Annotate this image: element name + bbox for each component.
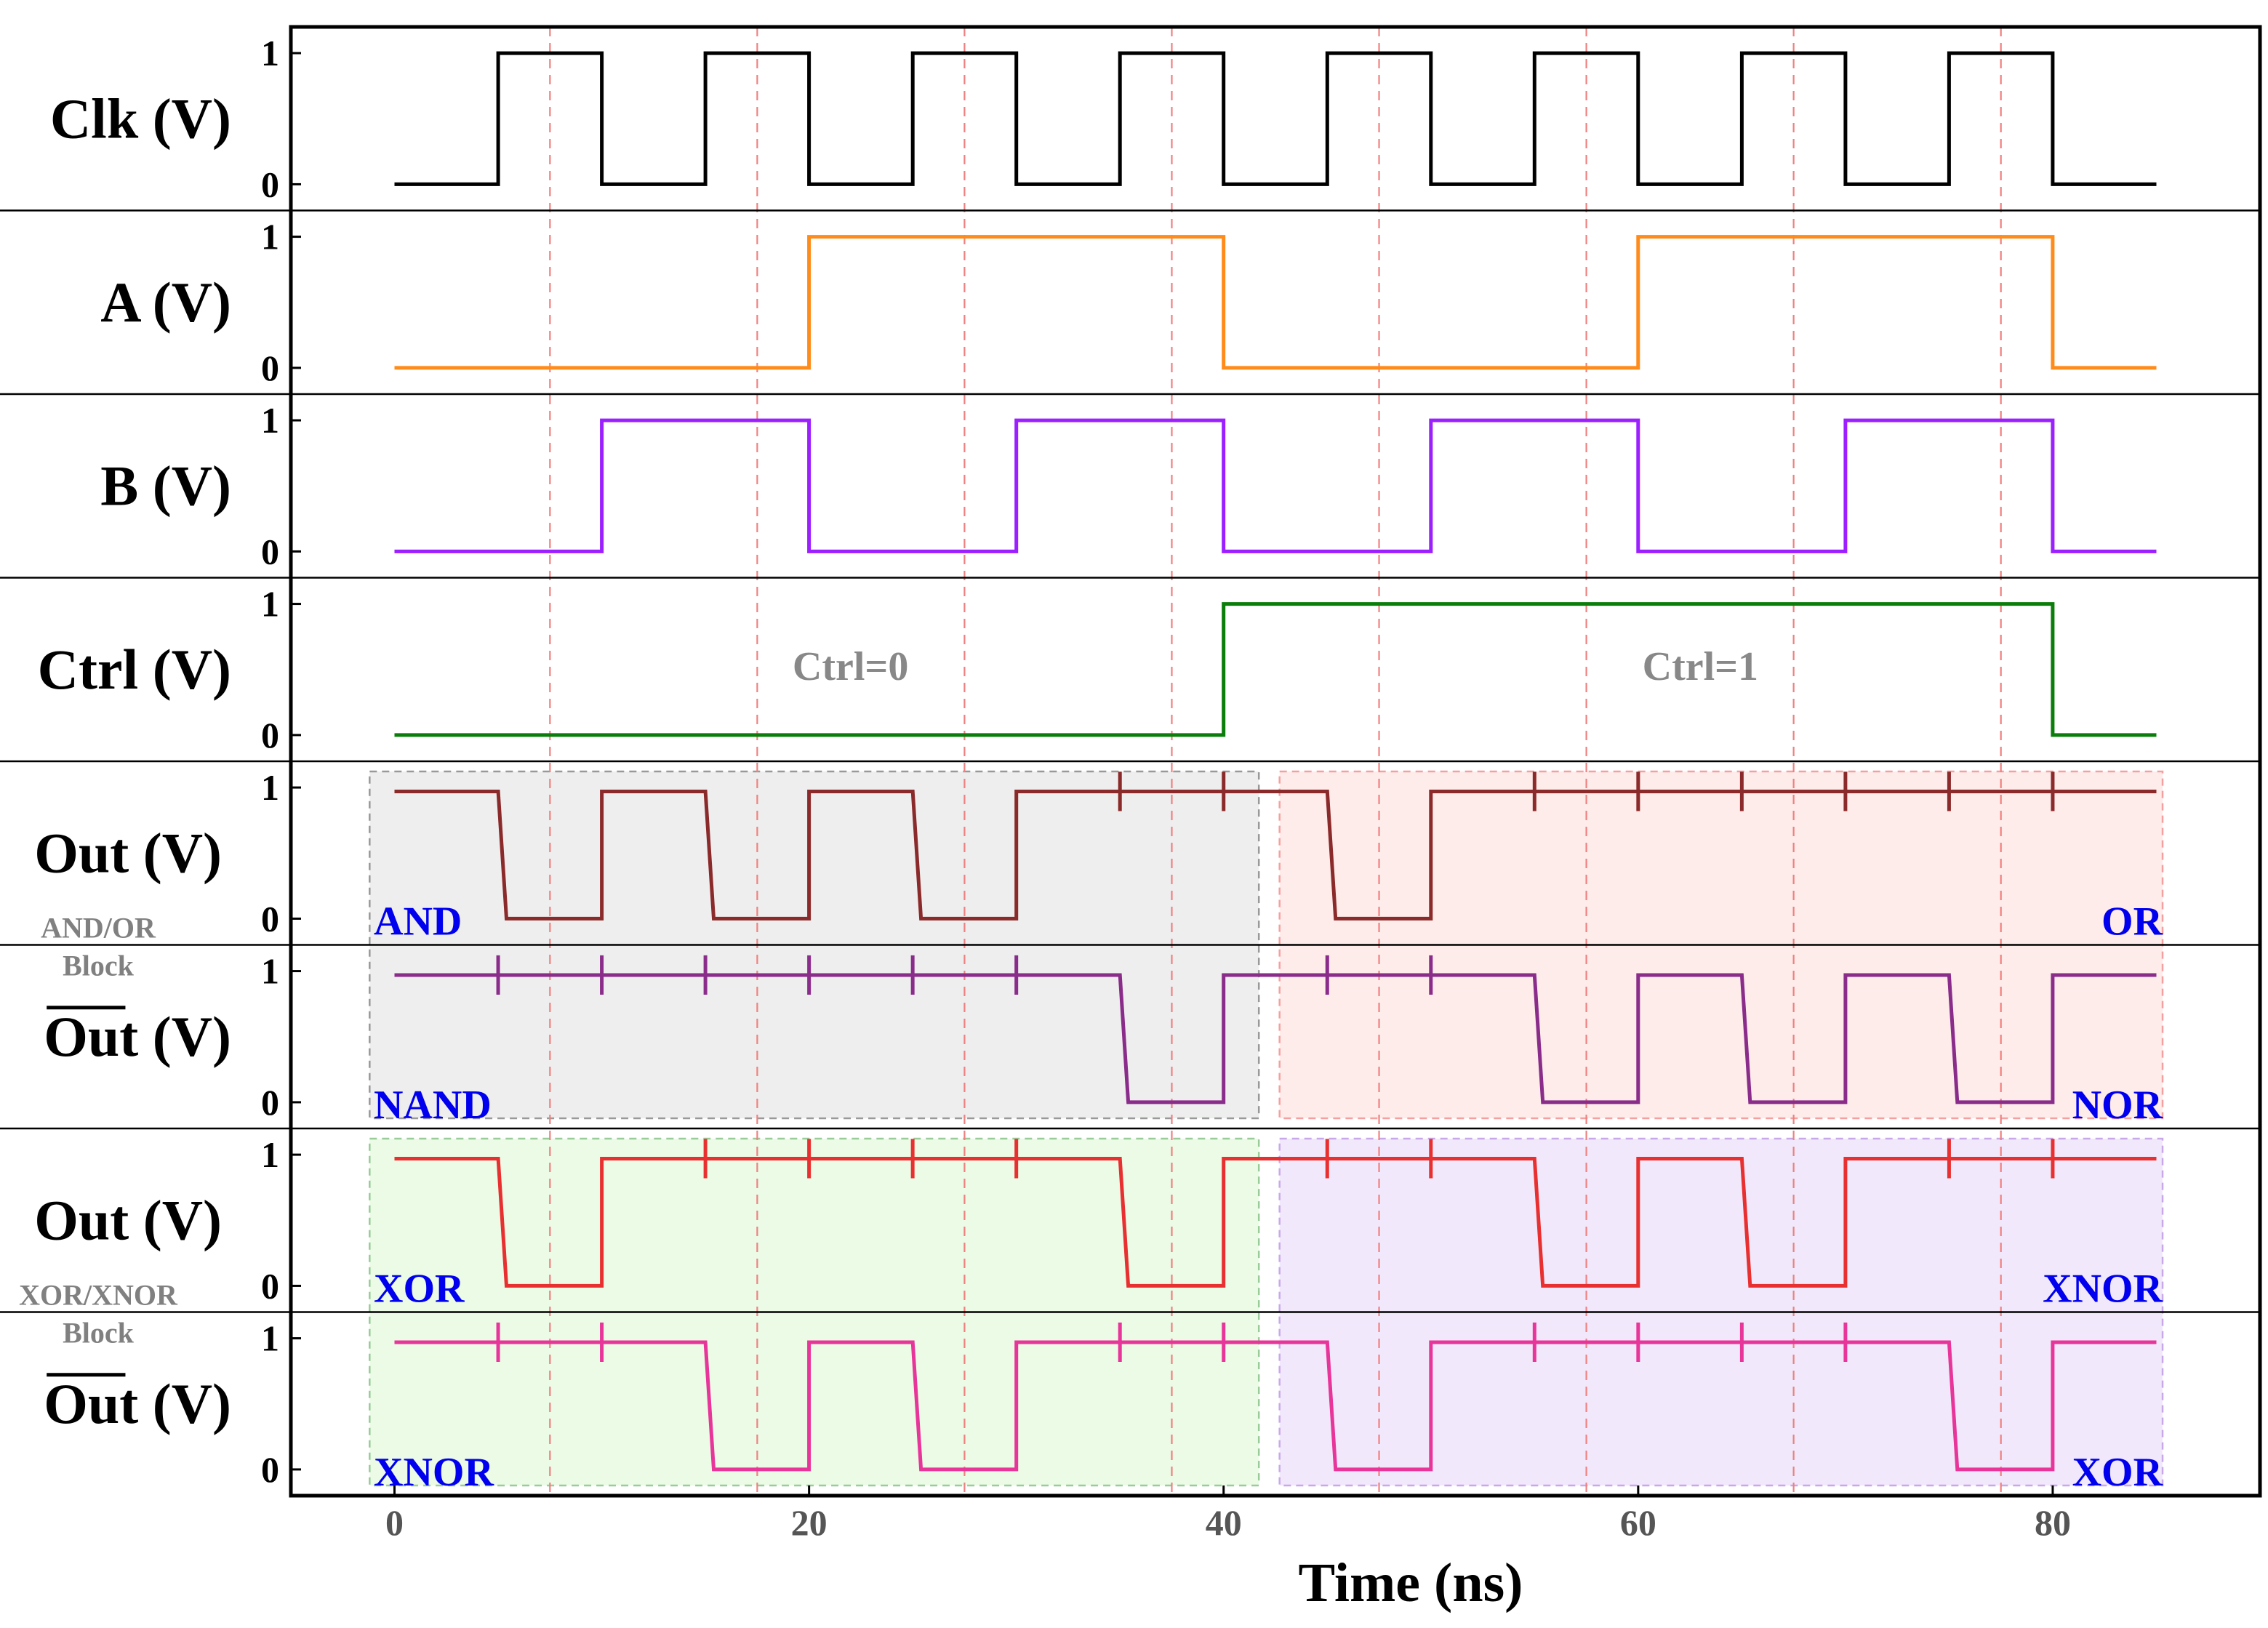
frame-layer [0, 25, 2262, 1498]
y-tick-label-b-0: 0 [261, 531, 279, 572]
y-tick-label-a-1: 1 [261, 217, 279, 257]
y-tick-label-out1-1: 1 [261, 767, 279, 808]
row-label-clk: Clk (V) [50, 87, 231, 150]
ctrl-state-label-1: Ctrl=1 [1643, 644, 1758, 689]
y-tick-label-outbar1-0: 0 [261, 1082, 279, 1123]
signal-out2 [394, 1157, 2157, 1288]
signal-clk [394, 51, 2157, 186]
gate-label-right-outbar2: XOR [2072, 1450, 2163, 1495]
x-tick-label-0: 0 [385, 1502, 404, 1543]
row-label-outbar1: Out (V) [44, 1005, 231, 1068]
gate-label-left-out1: AND [374, 899, 462, 945]
y-tick-label-outbar2-0: 0 [261, 1449, 279, 1490]
y-tick-label-clk-0: 0 [261, 164, 279, 204]
row-label-outbar2: Out (V) [44, 1372, 231, 1435]
y-tick-label-b-1: 1 [261, 400, 279, 441]
gate-label-right-outbar1: NOR [2072, 1083, 2163, 1128]
y-tick-label-clk-1: 1 [261, 33, 279, 73]
gate-label-right-out2: XNOR [2043, 1267, 2163, 1312]
label-layer: Time (ns) 1 0 1 0 1 0 1 0 1 0 1 0 1 0 1 0 Clk (V) A (V) B … [19, 33, 2163, 1613]
y-tick-label-out2-0: 0 [261, 1265, 279, 1306]
y-tick-label-outbar1-1: 1 [261, 951, 279, 992]
signal-out1 [394, 790, 2157, 921]
gate-label-left-out2: XOR [374, 1267, 465, 1312]
gate-label-left-outbar1: NAND [374, 1083, 492, 1128]
signal-layer [394, 51, 2157, 1472]
y-tick-label-a-0: 0 [261, 348, 279, 388]
row-label-b: B (V) [100, 454, 231, 517]
gate-label-left-outbar2: XNOR [374, 1450, 494, 1495]
y-tick-label-ctrl-0: 0 [261, 715, 279, 755]
signal-b [394, 418, 2157, 553]
signal-outbar2 [394, 1340, 2157, 1472]
gate-label-right-out1: OR [2101, 899, 2163, 945]
y-tick-label-ctrl-1: 1 [261, 584, 279, 625]
block-label-line1-1: XOR/XNOR [19, 1279, 178, 1312]
block-label-line2-1: Block [63, 1317, 135, 1350]
block-label-line2-0: Block [63, 950, 135, 982]
y-tick-label-out2-1: 1 [261, 1134, 279, 1175]
row-label-out1: Out (V) [34, 821, 222, 884]
y-tick-label-outbar2-1: 1 [261, 1318, 279, 1359]
x-axis-label: Time (ns) [1299, 1552, 1523, 1613]
x-tick-label-80: 80 [2035, 1502, 2071, 1543]
ctrl-state-label-0: Ctrl=0 [793, 644, 908, 689]
row-label-a: A (V) [100, 270, 231, 334]
row-label-out2: Out (V) [34, 1188, 222, 1251]
signal-ctrl [394, 602, 2157, 737]
x-tick-label-40: 40 [1206, 1502, 1242, 1543]
signal-outbar1 [394, 973, 2157, 1104]
block-label-line1-0: AND/OR [41, 912, 156, 945]
y-tick-label-out1-0: 0 [261, 898, 279, 939]
guide-line-layer [549, 27, 2002, 1496]
signal-a [394, 235, 2157, 370]
x-tick-label-20: 20 [791, 1502, 828, 1543]
row-label-ctrl: Ctrl (V) [38, 638, 231, 701]
x-tick-label-60: 60 [1620, 1502, 1656, 1543]
